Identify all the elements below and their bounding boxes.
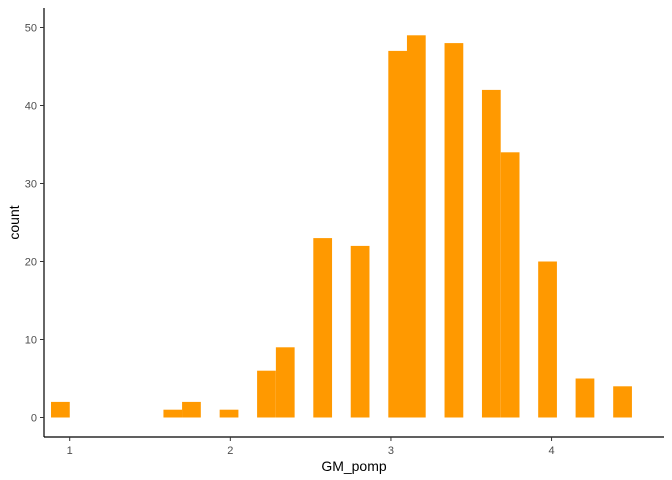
x-tick-label: 4 [549,445,555,457]
y-tick-label: 10 [25,335,37,347]
histogram-bar [388,50,408,418]
histogram-bar [275,347,295,418]
y-tick-label: 0 [31,413,37,425]
x-tick-label: 2 [227,445,233,457]
histogram-bar [313,238,333,418]
y-axis-ticks: 0 10 20 30 40 50 [25,23,44,425]
y-tick-label: 40 [25,101,37,113]
histogram-bar [51,401,70,418]
x-tick-label: 3 [388,445,394,457]
histogram-bar [575,378,595,418]
x-axis-ticks: 1 2 3 4 [67,437,555,457]
y-tick-label: 20 [25,257,37,269]
histogram-bar [257,370,276,418]
histogram-bar [481,89,501,418]
histogram-bar [613,386,632,418]
histogram-bar [406,35,426,418]
histogram-bar [219,409,239,418]
histogram-bar [163,409,183,418]
y-tick-label: 50 [25,23,37,35]
y-axis-title: count [6,205,22,239]
histogram-bar [350,245,370,418]
histogram-bars [51,35,632,418]
histogram-bar [444,43,464,418]
y-tick-label: 30 [25,179,37,191]
histogram-bar [538,261,557,418]
histogram-bar [182,401,201,418]
x-axis-title: GM_pomp [321,458,387,474]
x-tick-label: 1 [67,445,73,457]
histogram-bar [500,152,520,418]
